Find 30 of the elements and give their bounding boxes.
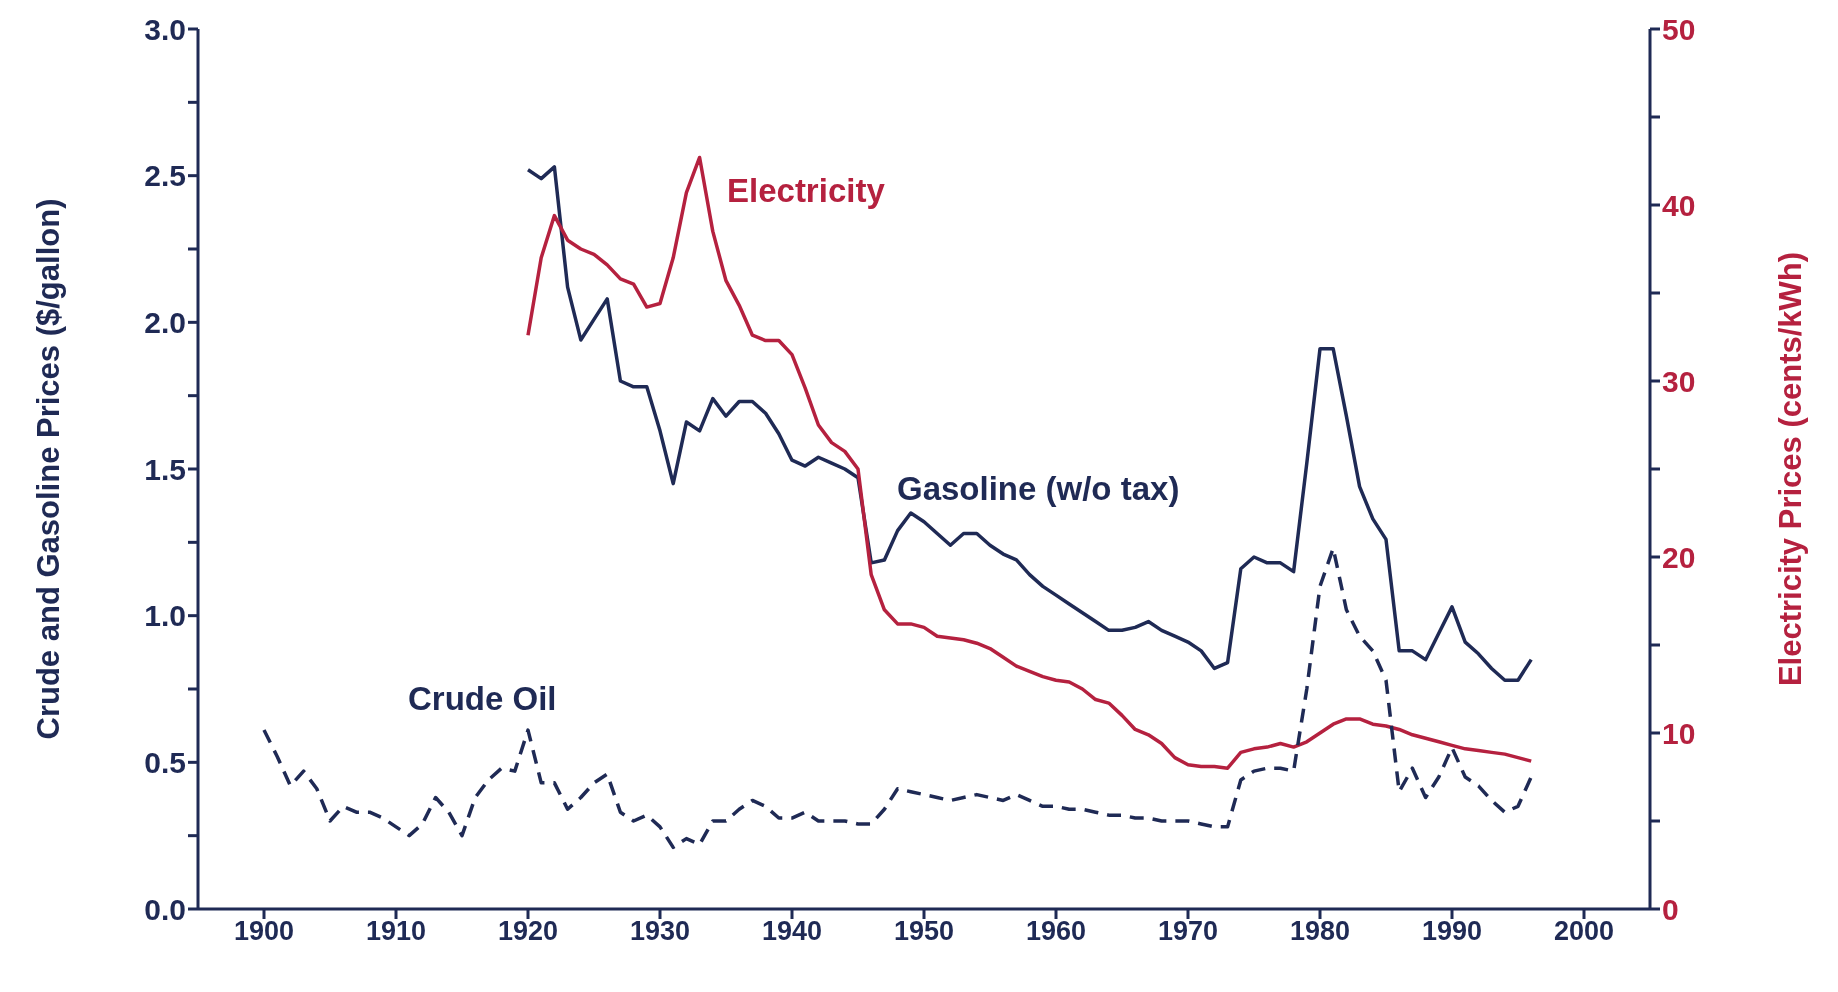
y-tick-label: 0.0 bbox=[144, 892, 186, 926]
x-tick-label: 1950 bbox=[893, 916, 955, 947]
x-tick-label: 1940 bbox=[761, 916, 823, 947]
x-tick-label: 1920 bbox=[497, 916, 559, 947]
line-series bbox=[526, 165, 1533, 682]
y-tick-label: 1.0 bbox=[144, 599, 186, 633]
x-tick-label: 1970 bbox=[1157, 916, 1219, 947]
y2-tick-label: 40 bbox=[1662, 188, 1696, 222]
y-tick-label: 3.0 bbox=[144, 12, 186, 46]
x-tick-label: 1930 bbox=[629, 916, 691, 947]
y2-tick-label: 20 bbox=[1662, 540, 1696, 574]
x-tick-label: 2000 bbox=[1553, 916, 1615, 947]
x-tick-label: 1960 bbox=[1025, 916, 1087, 947]
y-tick-label: 0.5 bbox=[144, 745, 186, 779]
series-label: Gasoline (w/o tax) bbox=[897, 470, 1180, 508]
y-tick-label: 2.5 bbox=[144, 159, 186, 193]
series-label: Electricity bbox=[727, 172, 885, 210]
y2-tick-label: 0 bbox=[1662, 892, 1679, 926]
y2-tick-label: 50 bbox=[1662, 12, 1696, 46]
y-tick-label: 2.0 bbox=[144, 305, 186, 339]
y2-axis-title: Electricity Prices (cents/kWh) bbox=[1773, 251, 1809, 687]
x-tick-label: 1990 bbox=[1421, 916, 1483, 947]
x-tick-label: 1980 bbox=[1289, 916, 1351, 947]
y-axis-title: Crude and Gasoline Prices ($/gallon) bbox=[31, 198, 67, 740]
y2-tick-label: 30 bbox=[1662, 364, 1696, 398]
y-tick-label: 1.5 bbox=[144, 452, 186, 486]
x-tick-label: 1910 bbox=[365, 916, 427, 947]
y2-tick-label: 10 bbox=[1662, 716, 1696, 750]
x-tick-label: 1900 bbox=[233, 916, 295, 947]
series-label: Crude Oil bbox=[408, 680, 557, 718]
